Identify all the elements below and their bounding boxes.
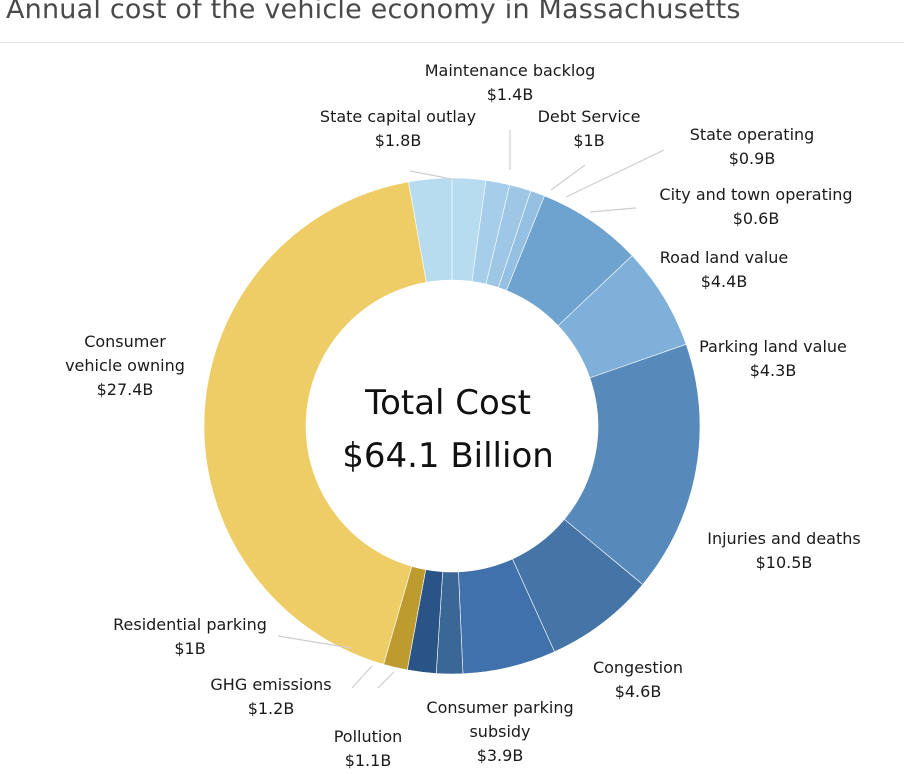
center-label-title: Total Cost — [364, 383, 531, 423]
label-consumer-vehicle-owning: Consumer vehicle owning $27.4B — [65, 332, 185, 399]
leader-line-city-and-town-operating — [589, 207, 637, 213]
label-value: $1.8B — [375, 131, 422, 150]
label-name: Injuries and deaths — [707, 529, 860, 548]
label-value: $1.2B — [248, 699, 295, 718]
label-state-capital-outlay: State capital outlay $1.8B — [320, 107, 476, 150]
leader-line-debt-service — [550, 164, 586, 191]
label-ghg-emissions: GHG emissions $1.2B — [210, 675, 331, 718]
label-value: $0.6B — [733, 209, 780, 228]
label-value: $4.3B — [750, 361, 797, 380]
label-debt-service: Debt Service $1B — [538, 107, 641, 150]
label-value: $10.5B — [756, 553, 813, 572]
center-label-total: $64.1 Billion — [342, 436, 554, 476]
label-name: Consumer parking — [426, 698, 573, 717]
label-name: City and town operating — [659, 185, 852, 204]
label-name: Road land value — [660, 248, 789, 267]
label-value: $1B — [174, 639, 205, 658]
label-name: State operating — [690, 125, 815, 144]
label-name: vehicle owning — [65, 356, 185, 375]
label-name: Debt Service — [538, 107, 641, 126]
donut-segments — [203, 177, 701, 675]
label-value: $4.6B — [615, 682, 662, 701]
leader-lines — [277, 130, 665, 689]
leader-line-state-capital-outlay — [409, 170, 458, 181]
label-parking-land-value: Parking land value $4.3B — [699, 337, 847, 380]
donut-hole — [306, 280, 598, 572]
label-name: Maintenance backlog — [425, 61, 596, 80]
label-maintenance-backlog: Maintenance backlog $1.4B — [425, 61, 596, 104]
label-residential-parking: Residential parking $1B — [113, 615, 267, 658]
title-divider — [0, 42, 904, 43]
label-name: GHG emissions — [210, 675, 331, 694]
label-pollution: Pollution $1.1B — [334, 727, 403, 770]
label-value: $4.4B — [701, 272, 748, 291]
label-name: subsidy — [469, 722, 530, 741]
label-city-and-town-operating: City and town operating $0.6B — [659, 185, 852, 228]
chart-title: Annual cost of the vehicle economy in Ma… — [6, 0, 741, 25]
label-value: $1B — [573, 131, 604, 150]
label-injuries-and-deaths: Injuries and deaths $10.5B — [707, 529, 860, 572]
label-congestion: Congestion $4.6B — [593, 658, 683, 701]
leader-line-pollution — [377, 671, 395, 689]
label-value: $3.9B — [477, 746, 524, 765]
label-name: State capital outlay — [320, 107, 476, 126]
label-name: Parking land value — [699, 337, 847, 356]
leader-line-residential-parking — [277, 635, 352, 649]
label-name: Pollution — [334, 727, 403, 746]
label-value: $1.4B — [487, 85, 534, 104]
label-value: $27.4B — [97, 380, 154, 399]
label-name: Consumer — [84, 332, 166, 351]
label-consumer-parking-subsidy: Consumer parking subsidy $3.9B — [426, 698, 573, 765]
label-road-land-value: Road land value $4.4B — [660, 248, 789, 291]
leader-line-state-operating — [565, 149, 665, 198]
label-name: Residential parking — [113, 615, 267, 634]
label-value: $0.9B — [729, 149, 776, 168]
leader-line-ghg-emissions — [351, 665, 373, 689]
label-name: Congestion — [593, 658, 683, 677]
label-value: $1.1B — [345, 751, 392, 770]
label-state-operating: State operating $0.9B — [690, 125, 815, 168]
